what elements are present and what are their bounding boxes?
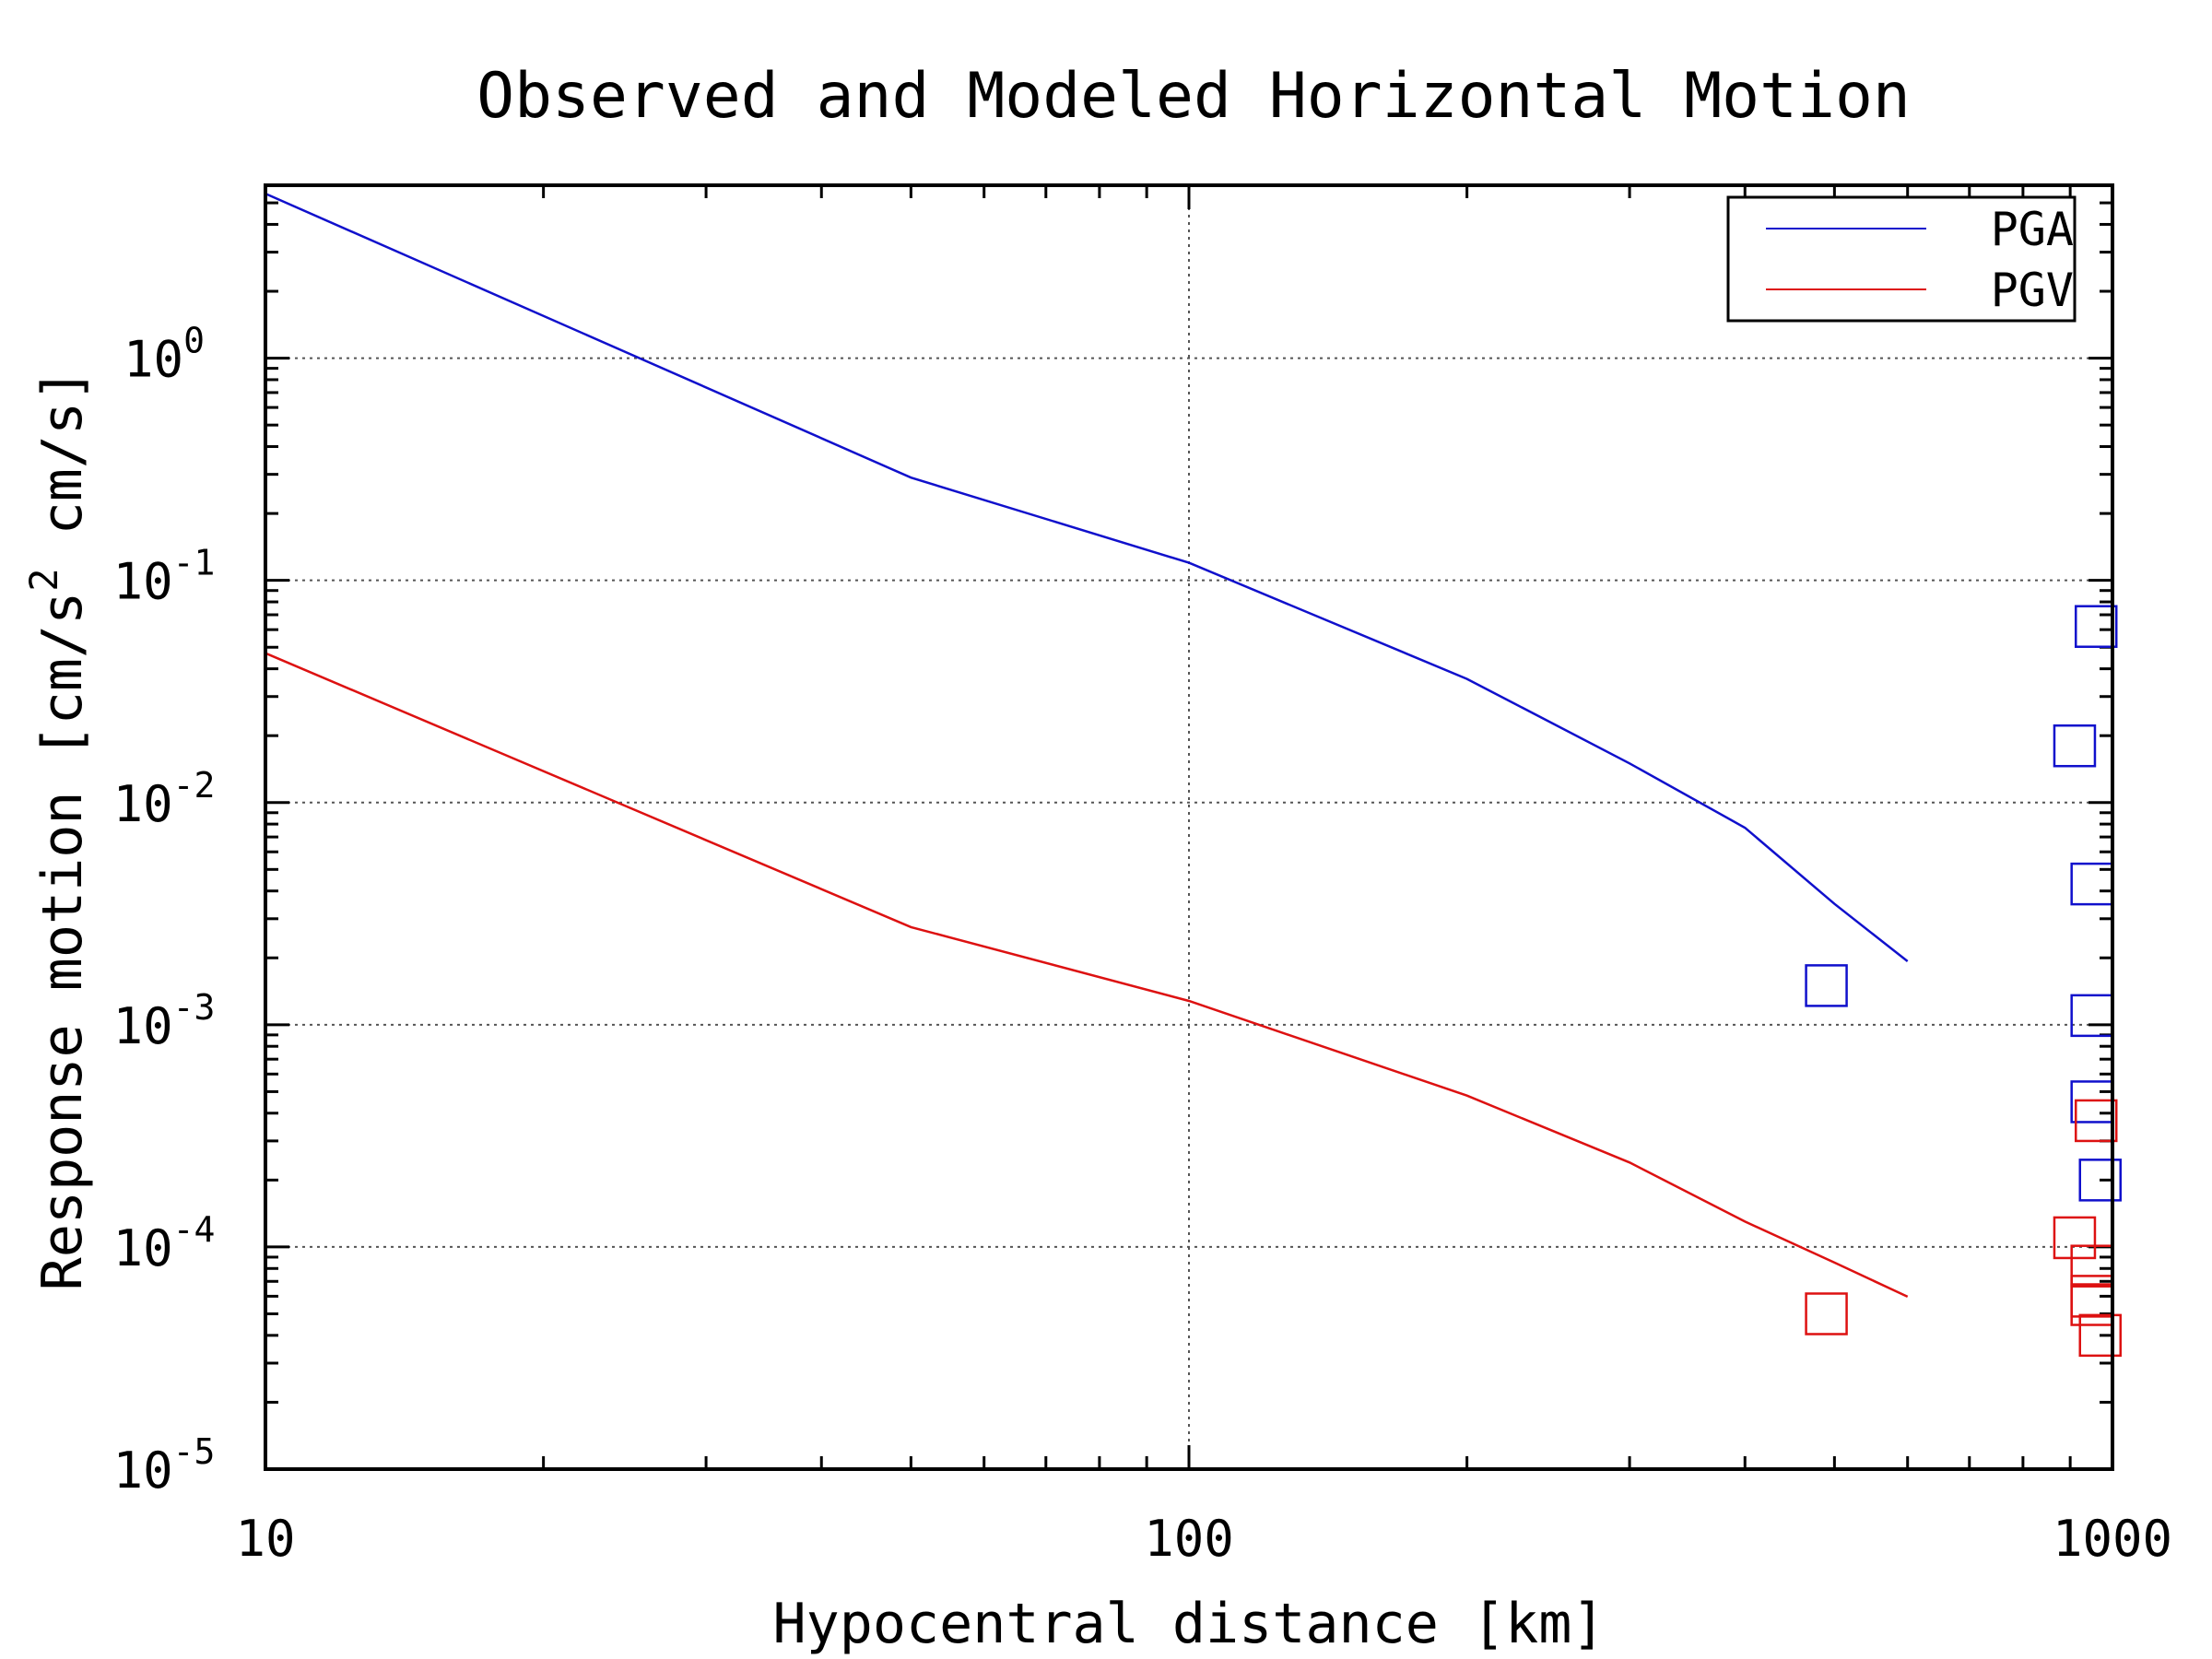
observed-marker-pgv	[2053, 1216, 2097, 1260]
y-tick-label: 10-5	[113, 1431, 216, 1500]
y-tick-exponent: 0	[183, 321, 205, 361]
legend-label-pgv: PGV	[1991, 264, 2074, 317]
y-tick-base: 10	[113, 775, 173, 833]
y-tick-base: 10	[113, 1219, 173, 1277]
observed-marker-pgv	[2070, 1283, 2113, 1326]
y-tick-base: 10	[113, 553, 173, 611]
x-tick-label: 1000	[2053, 1510, 2172, 1568]
observed-marker-pgv	[2074, 1099, 2118, 1143]
observed-marker-pga	[2070, 994, 2113, 1038]
observed-markers	[1805, 605, 2122, 1358]
gridlines	[265, 185, 2112, 1470]
series-line-pga	[265, 192, 1909, 962]
y-tick-base: 10	[113, 1441, 173, 1500]
y-tick-base: 10	[124, 331, 183, 389]
y-tick-label: 10-4	[113, 1209, 216, 1277]
x-axis-label: Hypocentral distance [km]	[772, 1592, 1605, 1656]
observed-marker-pga	[2078, 1159, 2122, 1202]
observed-marker-pgv	[2078, 1313, 2122, 1358]
plot-frame	[264, 183, 2114, 1471]
y-tick-label: 10-1	[113, 543, 216, 611]
y-axis-label-sup: 2	[21, 568, 66, 591]
x-tick-labels: 10 100 1000	[235, 1510, 2172, 1568]
observed-marker-pga	[1805, 964, 1848, 1007]
y-tick-label: 10-2	[113, 765, 216, 833]
chart-title: Observed and Modeled Horizontal Motion	[477, 60, 1911, 133]
y-tick-exponent: -2	[173, 765, 216, 806]
y-tick-exponent: -1	[173, 543, 216, 583]
y-axis-label: Response motion [cm/s2 cm/s]	[21, 369, 95, 1291]
observed-marker-pgv	[1805, 1292, 1848, 1335]
x-tick-label: 100	[1144, 1510, 1234, 1568]
observed-marker-pga	[2074, 605, 2118, 648]
legend: PGA PGV	[1726, 195, 2077, 323]
y-tick-label: 10-3	[113, 987, 216, 1055]
observed-marker-pga	[2053, 724, 2097, 768]
y-tick-exponent: -3	[173, 987, 216, 1028]
series-lines	[265, 192, 1909, 1299]
x-tick-label: 10	[235, 1510, 295, 1568]
legend-label-pga: PGA	[1991, 203, 2074, 256]
series-line-pgv	[265, 652, 1909, 1299]
y-axis-label-tail: cm/s]	[30, 369, 95, 569]
observed-marker-pga	[2070, 1080, 2113, 1124]
y-tick-exponent: -4	[173, 1209, 216, 1250]
y-tick-label: 100	[124, 321, 205, 389]
legend-box	[1726, 195, 2077, 323]
y-tick-base: 10	[113, 997, 173, 1055]
y-axis-label-main: Response motion [cm/s	[30, 592, 95, 1291]
y-tick-exponent: -5	[173, 1431, 216, 1472]
